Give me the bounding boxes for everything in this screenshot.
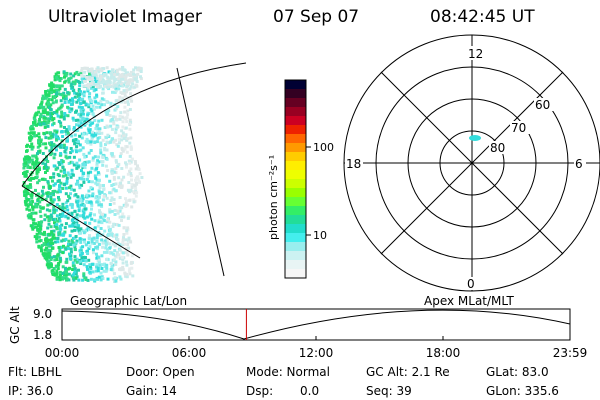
timeline-altitude-curve [61, 309, 571, 340]
label-bg-70 [510, 121, 530, 134]
colorbar-swatch [285, 242, 306, 252]
info-seq: Seq: 39 [366, 384, 412, 398]
polar-plot [343, 34, 600, 292]
colorbar-swatch [285, 170, 306, 180]
colorbar-swatch [285, 251, 306, 261]
mlt-label-12: 12 [468, 47, 483, 61]
label-bg-0 [466, 277, 478, 290]
info-glon: GLon: 335.6 [486, 384, 559, 398]
colorbar-ticks [306, 146, 311, 236]
colorbar-swatch [285, 206, 306, 216]
label-bg-6 [574, 157, 586, 170]
colorbar-frame [284, 79, 307, 279]
info-filter: Flt: LBHL [8, 365, 62, 379]
colorbar-swatch [285, 224, 306, 234]
colorbar-swatch [285, 161, 306, 171]
colorbar-swatch [285, 215, 306, 225]
lat-label-60: 60 [535, 98, 550, 112]
mlt-label-0: 0 [467, 277, 475, 291]
geographic-grid [21, 62, 247, 277]
lat-label-70: 70 [511, 121, 526, 135]
colorbar-swatch [285, 89, 306, 99]
grid-latitude-line [21, 62, 247, 187]
timeline-xtick-2: 12:00 [299, 346, 334, 360]
colorbar-tick-100: 100 [313, 141, 334, 154]
colorbar-swatch [285, 179, 306, 189]
timeline-xtick-4: 23:59 [553, 346, 588, 360]
timeline-x-tickmarks [188, 336, 444, 340]
time-label: 08:42:45 UT [430, 7, 535, 27]
colorbar-swatch [285, 233, 306, 243]
label-bg-12 [466, 46, 482, 60]
info-ip: IP: 36.0 [8, 384, 54, 398]
timeline-xtick-1: 06:00 [172, 346, 207, 360]
colorbar-swatch [285, 80, 306, 90]
grid-meridian-line-right [176, 67, 225, 277]
info-gain: Gain: 14 [126, 384, 177, 398]
colorbar-swatch [285, 197, 306, 207]
auroral-image [22, 66, 144, 283]
polar-diagonal-2 [380, 71, 564, 255]
label-bg-80 [489, 141, 509, 154]
mlt-label-18: 18 [346, 157, 361, 171]
lat-label-80: 80 [490, 141, 505, 155]
colorbar-swatch [285, 152, 306, 162]
info-mode: Mode: Normal [246, 365, 330, 379]
label-bg-18 [345, 157, 363, 170]
colorbar-swatch [285, 269, 306, 279]
colorbar-swatch [285, 107, 306, 117]
colorbar-swatch [285, 98, 306, 108]
colorbar-swatch [285, 134, 306, 144]
grid-meridian-line-lower [21, 185, 141, 259]
colorbar-swatch [285, 260, 306, 270]
info-dsp-value: 0.0 [300, 384, 320, 398]
timeline-left-title: Geographic Lat/Lon [70, 294, 187, 308]
mlt-label-6: 6 [575, 157, 583, 171]
colorbar-unit-label: photon cm⁻²s⁻¹ [267, 155, 280, 240]
instrument-title: Ultraviolet Imager [48, 7, 202, 27]
colorbar-swatch [285, 188, 306, 198]
polar-auroral-blob [469, 135, 481, 141]
timeline-ytick-min: 1.8 [33, 328, 52, 342]
timeline-ytick-max: 9.0 [33, 307, 52, 321]
label-bg-60 [534, 98, 554, 111]
info-door: Door: Open [126, 365, 195, 379]
colorbar [285, 80, 306, 279]
colorbar-swatch [285, 116, 306, 126]
colorbar-swatch [285, 143, 306, 153]
info-glat: GLat: 83.0 [486, 365, 549, 379]
timeline-xtick-3: 18:00 [426, 346, 461, 360]
timeline-ylabel: GC Alt [8, 306, 22, 344]
timeline-right-title: Apex MLat/MLT [424, 294, 514, 308]
date-label: 07 Sep 07 [273, 7, 360, 27]
info-dsp-label: Dsp: [246, 384, 274, 398]
colorbar-swatch [285, 125, 306, 135]
info-gc-alt: GC Alt: 2.1 Re [366, 365, 450, 379]
timeline-frame [61, 308, 571, 341]
colorbar-tick-10: 10 [313, 229, 327, 242]
timeline-xtick-0: 00:00 [45, 346, 80, 360]
